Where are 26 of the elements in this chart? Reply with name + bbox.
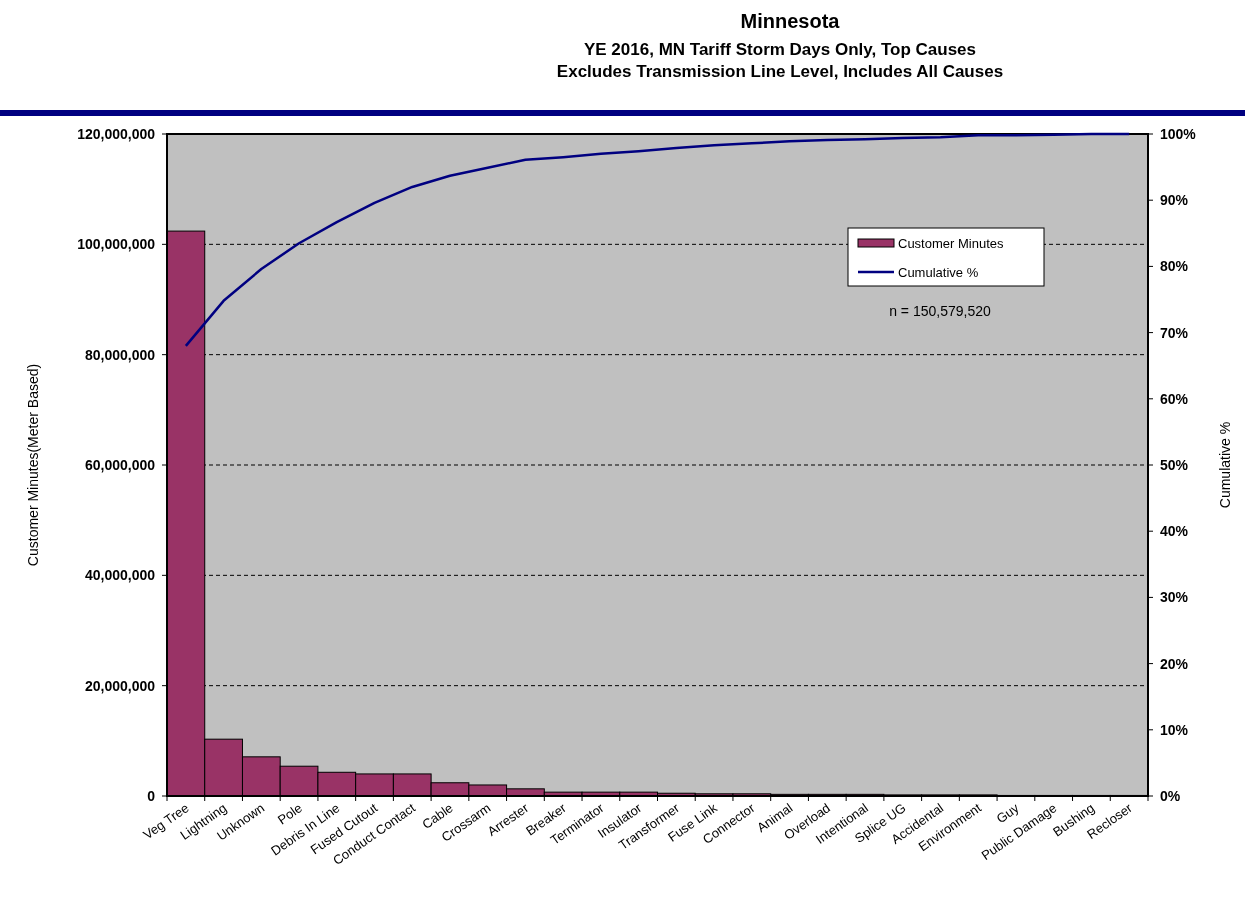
chart-subtitle: YE 2016, MN Tariff Storm Days Only, Top Causes Excludes Transmission Line Level, Includes All Causes	[556, 40, 1004, 81]
y2-tick-label: 90%	[1160, 192, 1189, 209]
y2-tick-label: 10%	[1160, 721, 1189, 738]
chart-title: Minnesota	[740, 10, 841, 32]
y2-tick-label: 0%	[1160, 787, 1181, 804]
y-tick-label: 100,000,000	[77, 236, 156, 253]
y-tick-label: 120,000,000	[77, 125, 156, 142]
y-tick-label: 40,000,000	[84, 567, 156, 584]
y-tick-label: 80,000,000	[84, 346, 156, 363]
y-tick-label: 0	[147, 787, 156, 804]
y2-tick-label: 70%	[1160, 324, 1189, 341]
y2-tick-label: 20%	[1160, 655, 1189, 672]
y2-tick-label: 60%	[1160, 390, 1189, 407]
y-tick-label: 20,000,000	[84, 677, 156, 694]
y2-axis-title: Cumulative %	[1217, 421, 1233, 509]
annotation: n = 150,579,520	[889, 303, 991, 319]
y-axis-title: Customer Minutes(Meter Based)	[25, 363, 41, 567]
x-tick-label: Pole	[274, 800, 305, 828]
y2-tick-label: 40%	[1160, 523, 1189, 540]
legend-label: Cumulative %	[898, 264, 979, 280]
legend-label: Customer Minutes	[898, 235, 1004, 251]
y2-tick-label: 30%	[1160, 589, 1189, 606]
y2-tick-label: 80%	[1160, 258, 1189, 275]
y-tick-label: 60,000,000	[84, 456, 156, 473]
y2-tick-label: 50%	[1160, 456, 1189, 473]
y2-tick-label: 100%	[1160, 125, 1197, 142]
